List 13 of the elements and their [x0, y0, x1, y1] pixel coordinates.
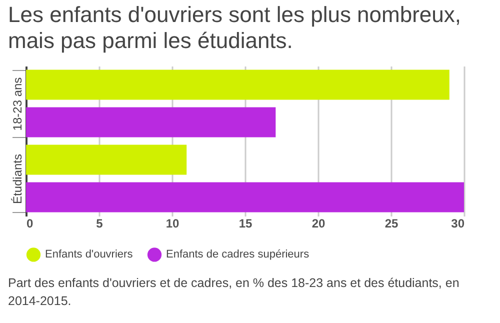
x-tick-label: 10	[166, 216, 180, 230]
x-tick-label: 5	[96, 216, 104, 230]
x-tick-label: 15	[238, 216, 252, 230]
chart-title: Les enfants d'ouvriers sont les plus nombreux, mais pas parmi les étudiants.	[8, 2, 462, 54]
legend-label: Enfants d'ouvriers	[45, 248, 134, 261]
x-tick-label: 30	[451, 216, 465, 230]
x-tick-label: 0	[26, 216, 34, 230]
legend-label: Enfants de cadres supérieurs	[166, 248, 310, 261]
x-tick-label: 25	[384, 216, 398, 230]
text: Part des enfants d'ouvriers et de cadres, en % des 18-23 ans et des étudiants, en 2014-2015.	[8, 275, 460, 310]
x-tick-label: 20	[312, 216, 326, 230]
y-tick-label: 18-23 ans	[10, 77, 24, 131]
y-tick-label: Étudiants	[10, 154, 24, 204]
